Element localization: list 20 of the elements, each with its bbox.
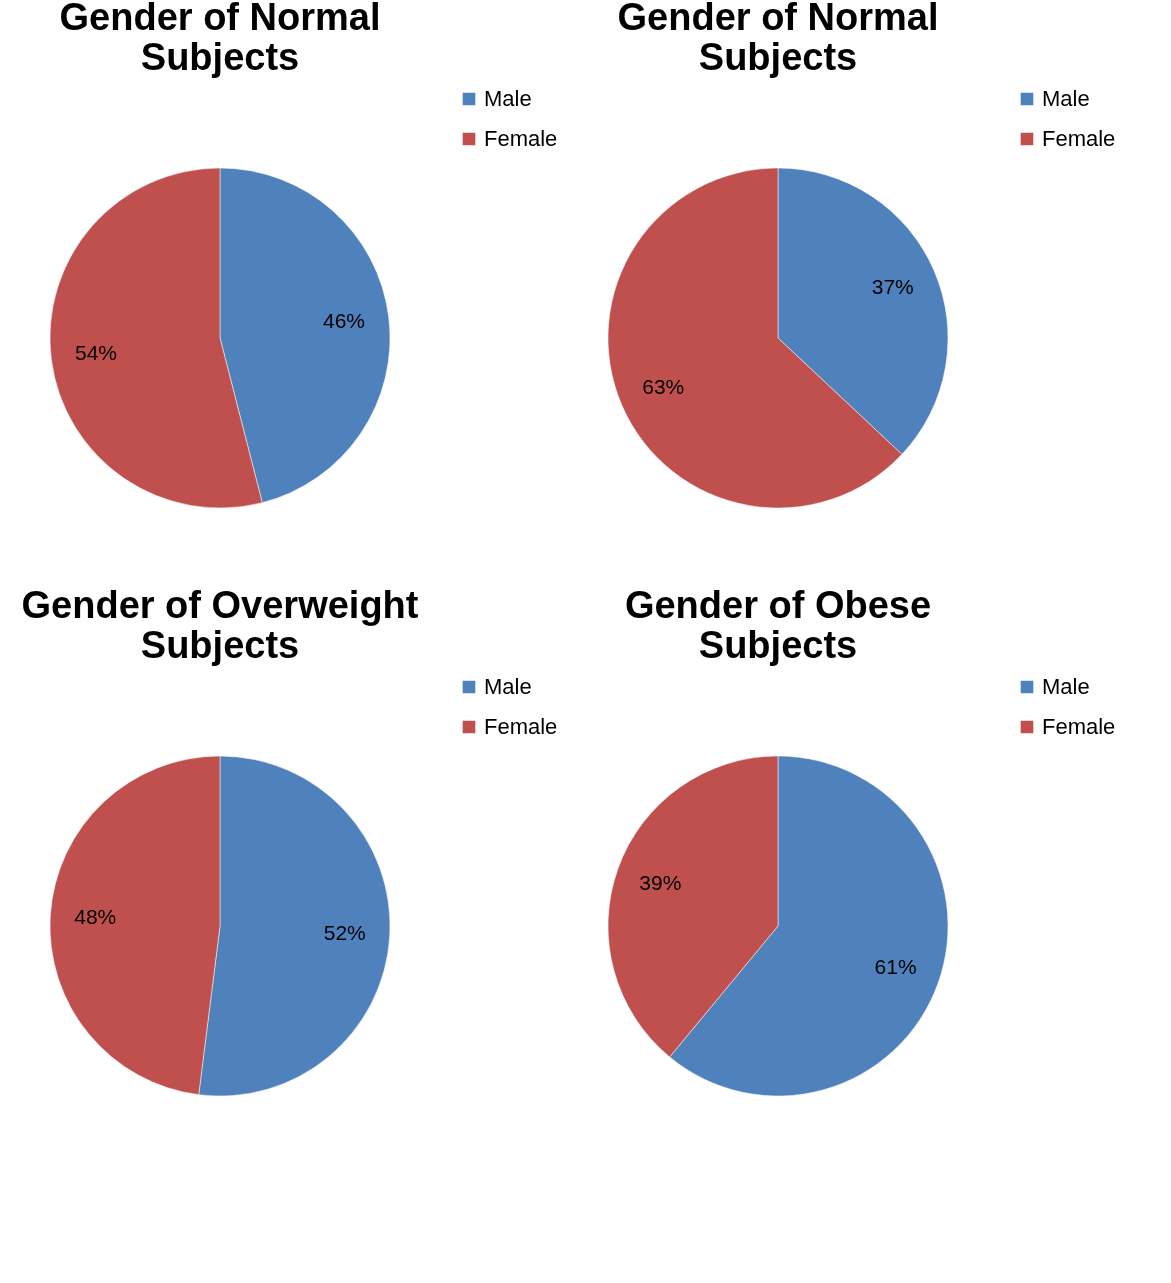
legend-label: Male (484, 674, 532, 699)
data-label: 37% (871, 275, 914, 299)
chart-title: Gender of Normal Subjects (617, 0, 939, 78)
chart-title: Gender of Obese Subjects (624, 584, 932, 666)
data-label: 39% (639, 870, 682, 894)
data-label: 61% (874, 955, 917, 979)
legend-label: Female (484, 126, 558, 151)
data-label: 48% (74, 905, 117, 929)
data-label: 54% (74, 340, 117, 364)
chart-title: Gender of Overweight Subjects (21, 584, 419, 666)
data-label: 46% (323, 309, 366, 333)
data-label: 63% (642, 374, 685, 398)
legend-label: Male (484, 86, 532, 111)
legend-label: Female (1042, 714, 1116, 739)
data-label: 52% (323, 920, 366, 944)
legend-label: Female (484, 714, 558, 739)
legend-label: Male (1042, 674, 1090, 699)
legend-label: Female (1042, 126, 1116, 151)
legend-label: Male (1042, 86, 1090, 111)
chart-title: Gender of Normal Subjects (59, 0, 381, 78)
